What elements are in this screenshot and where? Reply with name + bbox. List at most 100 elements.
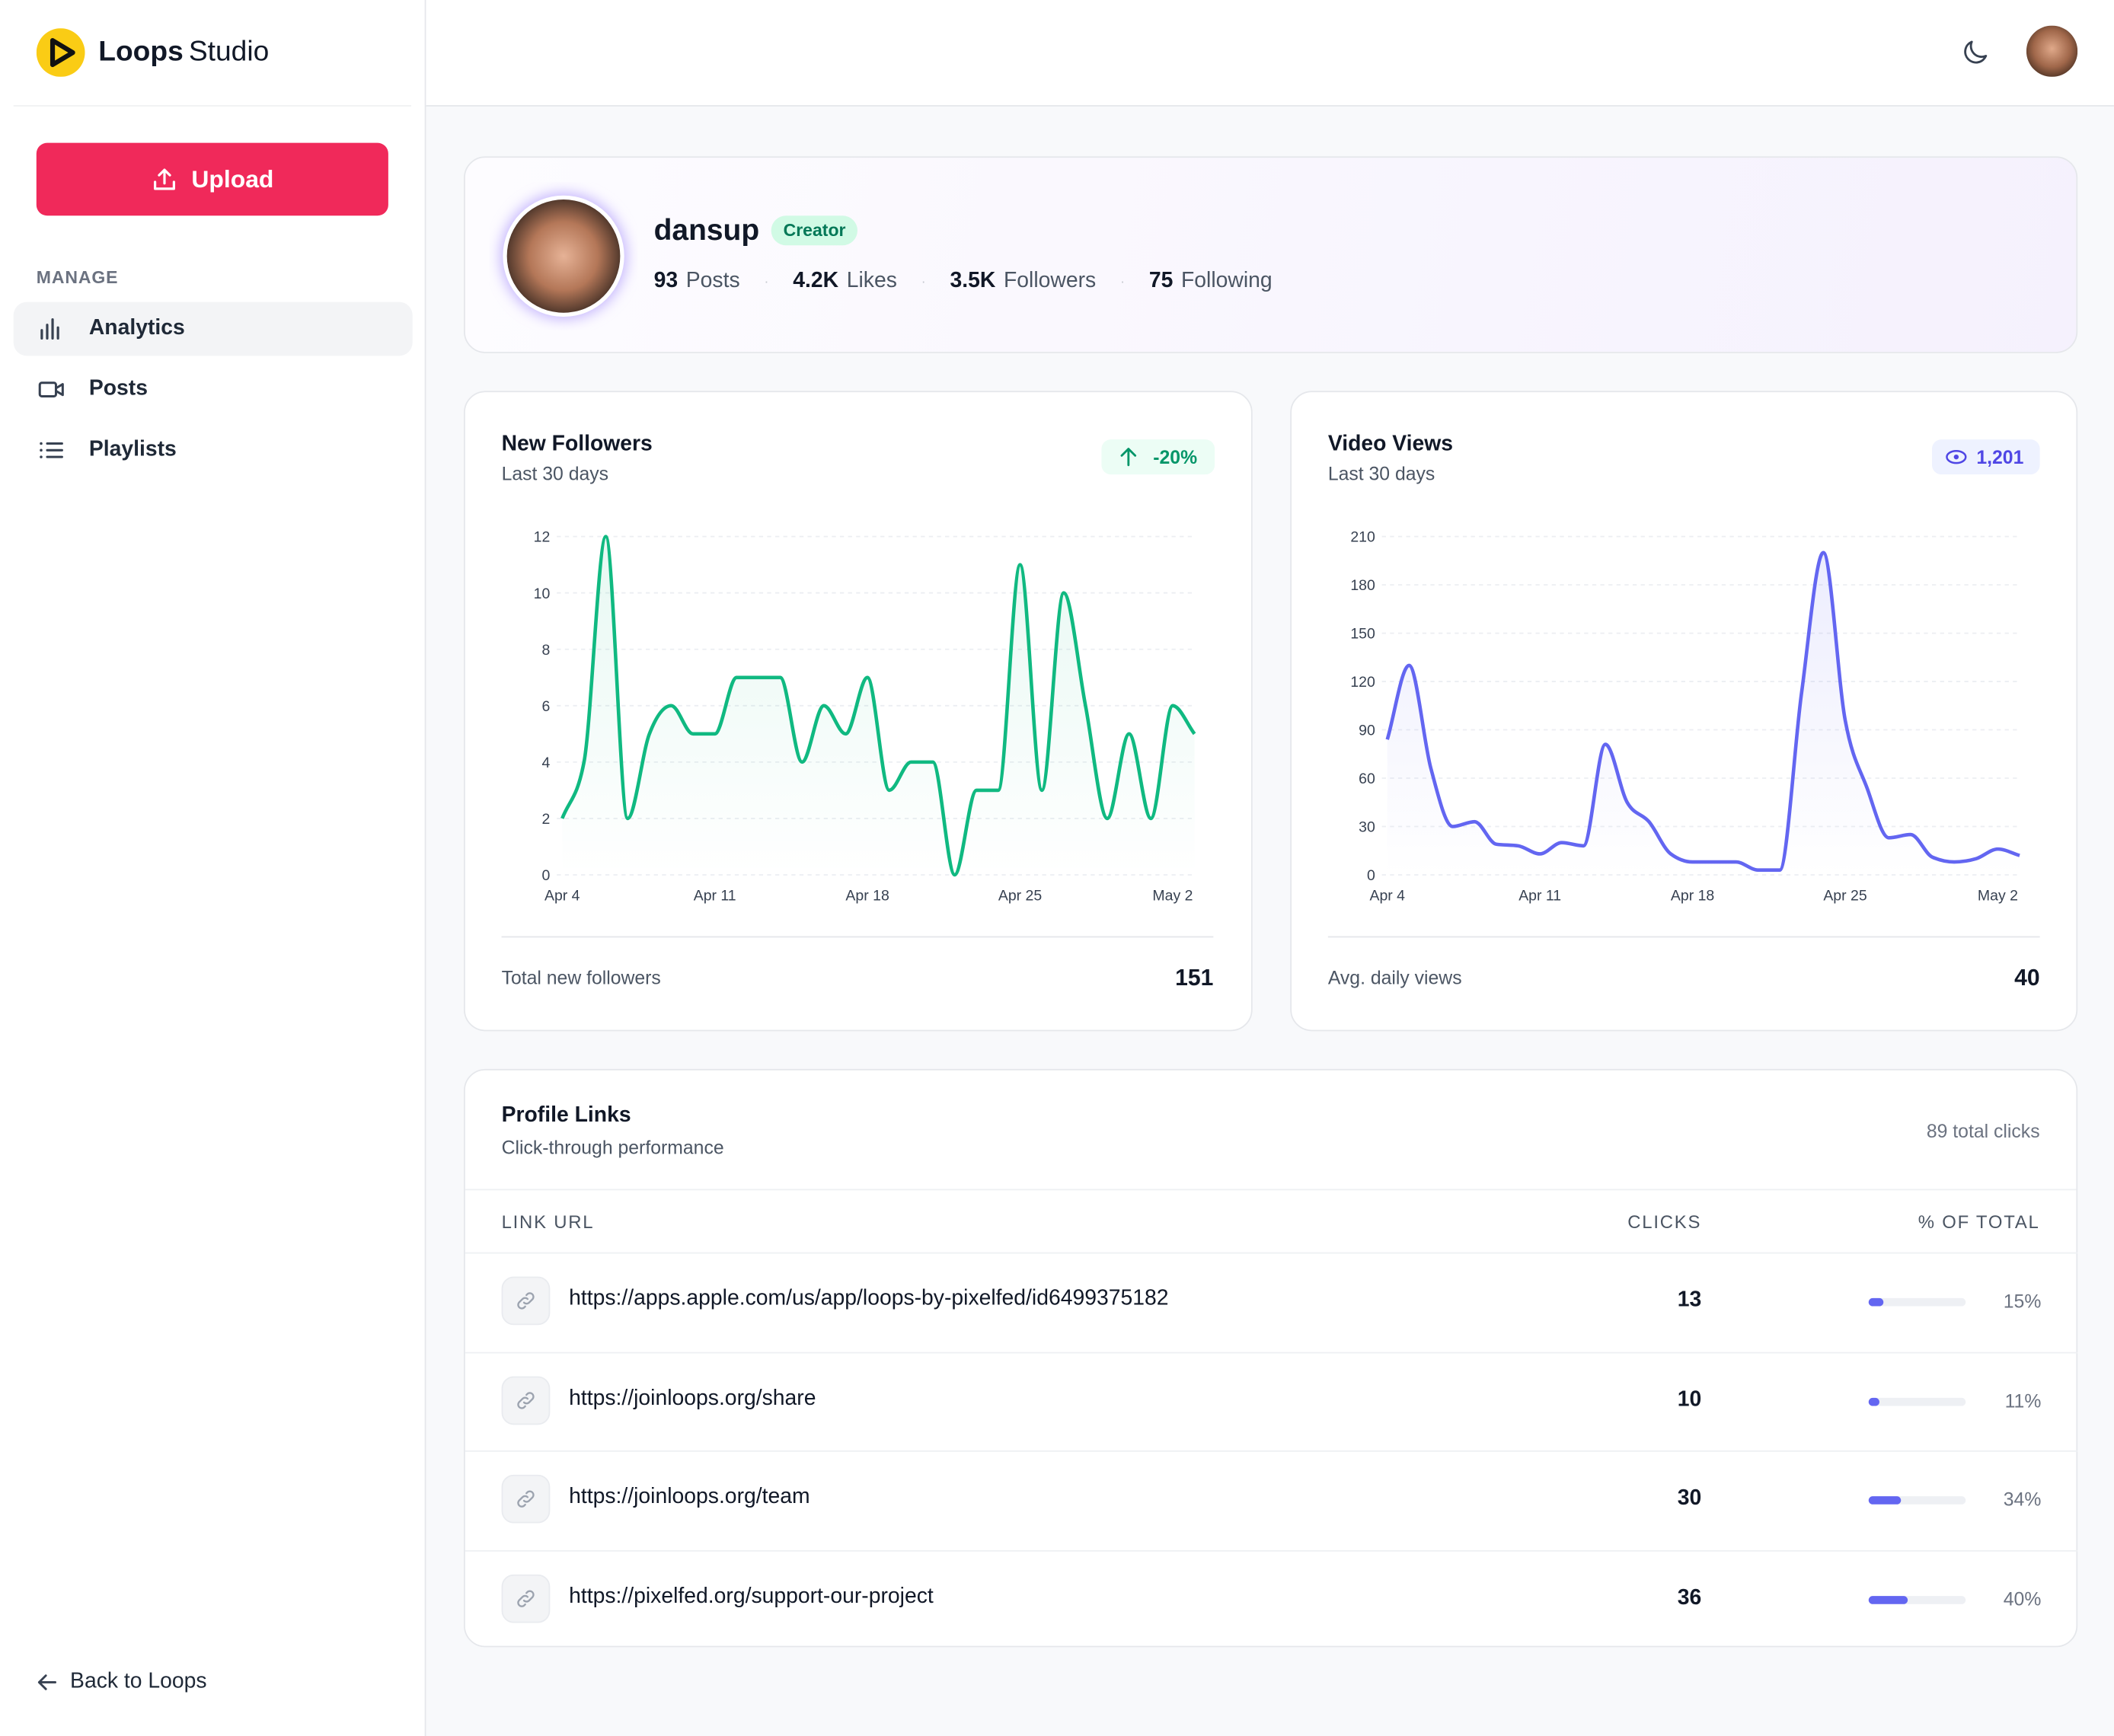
link-glyph: [517, 1292, 535, 1310]
x-tick-label: Apr 4: [1369, 888, 1405, 905]
back-label: Back to Loops: [70, 1670, 207, 1693]
line: [1385, 550, 2020, 872]
progress-track: [1868, 1397, 1966, 1406]
footer-value: 151: [1175, 965, 1213, 991]
divider: [13, 105, 411, 107]
stat-separator: ·: [921, 274, 926, 289]
line: [560, 535, 1196, 877]
x-tick-label: Apr 18: [845, 888, 889, 905]
footer-label: Total new followers: [502, 968, 661, 988]
y-tick-label: 60: [1359, 771, 1375, 787]
progress-bar: [1868, 1496, 1902, 1505]
link-icon: [501, 1375, 551, 1425]
analytics-icon: [40, 318, 59, 340]
nav-item[interactable]: Playlists: [14, 423, 413, 477]
progress-track: [1868, 1595, 1966, 1604]
stat-value: 3.5K: [950, 270, 996, 293]
x-tick-label: Apr 11: [694, 888, 736, 905]
link-url: https://apps.apple.com/us/app/loops-by-p…: [569, 1287, 1169, 1310]
link-glyph: [517, 1490, 535, 1508]
y-tick-label: 30: [1359, 819, 1375, 836]
eye-icon: [1946, 449, 1967, 464]
eye-icon: [1953, 454, 1959, 460]
link-clicks: 36: [1677, 1585, 1702, 1609]
trend-icon: [1120, 448, 1137, 467]
link-percent: 34%: [2003, 1488, 2042, 1510]
column-header: % OF TOTAL: [1918, 1211, 2040, 1233]
y-tick-label: 180: [1350, 577, 1375, 594]
brand-suffix: Studio: [188, 36, 270, 68]
y-tick-label: 12: [534, 529, 551, 546]
profile-badge: Creator: [771, 215, 858, 246]
sidebar: Loops Studio Upload MANAGE Analytics Pos…: [0, 0, 426, 1736]
table-row: https://joinloops.org/team 30 34%: [465, 1450, 2078, 1550]
y-tick-label: 10: [534, 586, 551, 602]
y-tick-label: 0: [1367, 867, 1375, 884]
links-total: 89 total clicks: [1926, 1120, 2040, 1142]
chart-badge-label: 1,201: [1976, 448, 2023, 468]
top-bar: [426, 0, 2114, 107]
table-header: LINK URL CLICKS % OF TOTAL: [465, 1189, 2077, 1253]
link-url: https://joinloops.org/team: [569, 1485, 810, 1509]
chart-subtitle: Last 30 days: [502, 464, 608, 484]
x-tick-label: Apr 11: [1518, 888, 1561, 905]
stat-label: Likes: [846, 270, 897, 293]
link-url: https://joinloops.org/share: [569, 1386, 816, 1409]
link-glyph: [517, 1589, 535, 1607]
chart-badge-label: -20%: [1153, 448, 1197, 468]
playlists-icon: [40, 442, 63, 458]
profile-card: dansup Creator 93 Posts · 4.2K Likes · 3.5K Fol…: [464, 156, 2078, 353]
y-tick-label: 120: [1350, 674, 1375, 691]
chart-badge: [1931, 439, 2040, 475]
link-glyph: [517, 1391, 535, 1409]
link-clicks: 13: [1677, 1288, 1702, 1312]
nav-item[interactable]: Posts: [14, 362, 413, 416]
column-header: CLICKS: [1627, 1211, 1702, 1233]
y-tick-label: 210: [1350, 529, 1375, 546]
profile-avatar: [500, 193, 627, 320]
upload-button[interactable]: Upload: [36, 142, 388, 216]
table-row: https://joinloops.org/share 10 11%: [465, 1351, 2078, 1451]
y-tick-label: 6: [541, 698, 550, 715]
area: [562, 536, 1195, 875]
user-avatar[interactable]: [2026, 25, 2078, 77]
profile-name: dansup: [653, 212, 760, 247]
stat-value: 4.2K: [793, 270, 839, 293]
area: [1387, 552, 2020, 875]
y-tick-label: 4: [541, 755, 550, 771]
progress-bar: [1868, 1297, 1883, 1307]
link-url: https://pixelfed.org/support-our-project: [569, 1584, 934, 1608]
stat-separator: ·: [764, 274, 769, 289]
column-header: LINK URL: [501, 1211, 595, 1233]
posts-icon: [38, 381, 64, 398]
y-tick-label: 8: [541, 642, 550, 659]
nav-item[interactable]: Analytics: [13, 302, 413, 356]
upload-icon: [154, 168, 175, 190]
link-percent: 15%: [2003, 1290, 2042, 1312]
footer-value: 40: [2014, 965, 2039, 991]
x-tick-label: Apr 18: [1671, 888, 1714, 905]
back-link[interactable]: Back to Loops: [37, 1671, 207, 1695]
progress-track: [1868, 1496, 1966, 1505]
x-tick-label: Apr 4: [544, 888, 580, 905]
chart-subtitle: Last 30 days: [1328, 464, 1435, 484]
stat-label: Posts: [685, 270, 740, 293]
logo: [36, 28, 85, 77]
links-subtitle: Click-through performance: [501, 1136, 724, 1158]
brand: Loops: [98, 36, 184, 68]
y-tick-label: 90: [1359, 723, 1375, 739]
y-tick-label: 2: [541, 811, 550, 828]
link-percent: 40%: [2003, 1587, 2042, 1609]
table-row: https://pixelfed.org/support-our-project…: [465, 1549, 2078, 1649]
stat-label: Followers: [1003, 270, 1097, 293]
progress-bar: [1868, 1595, 1908, 1604]
table-row: https://apps.apple.com/us/app/loops-by-p…: [465, 1252, 2078, 1352]
nav-label: Posts: [88, 377, 148, 400]
stat-label: Following: [1180, 270, 1273, 293]
x-tick-label: Apr 25: [1823, 888, 1867, 905]
y-tick-label: 0: [541, 867, 550, 884]
theme-toggle[interactable]: [1959, 37, 1991, 69]
y-tick-label: 150: [1350, 626, 1375, 643]
